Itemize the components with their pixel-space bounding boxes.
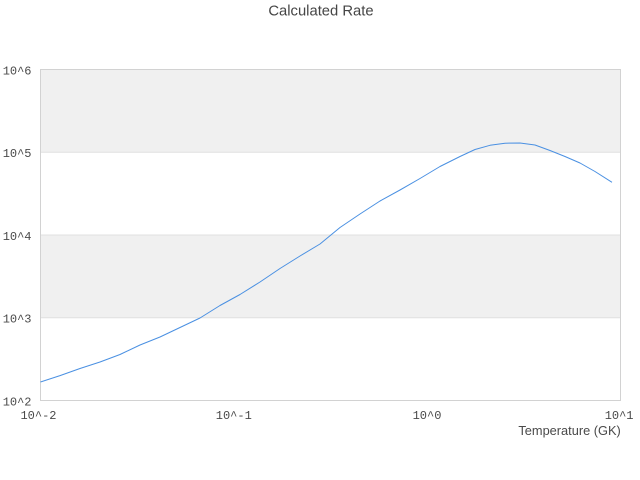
svg-text:10^6: 10^6 bbox=[3, 64, 32, 78]
svg-text:10^3: 10^3 bbox=[3, 313, 32, 327]
svg-text:10^-2: 10^-2 bbox=[20, 409, 56, 423]
svg-text:10^-1: 10^-1 bbox=[216, 409, 252, 423]
svg-text:10^2: 10^2 bbox=[3, 395, 32, 409]
svg-text:10^1: 10^1 bbox=[605, 409, 634, 423]
svg-text:Temperature (GK): Temperature (GK) bbox=[518, 423, 620, 438]
svg-text:Calculated Rate: Calculated Rate bbox=[268, 4, 373, 20]
svg-text:10^5: 10^5 bbox=[3, 147, 32, 161]
svg-text:10^0: 10^0 bbox=[413, 409, 442, 423]
svg-text:10^4: 10^4 bbox=[3, 230, 32, 244]
